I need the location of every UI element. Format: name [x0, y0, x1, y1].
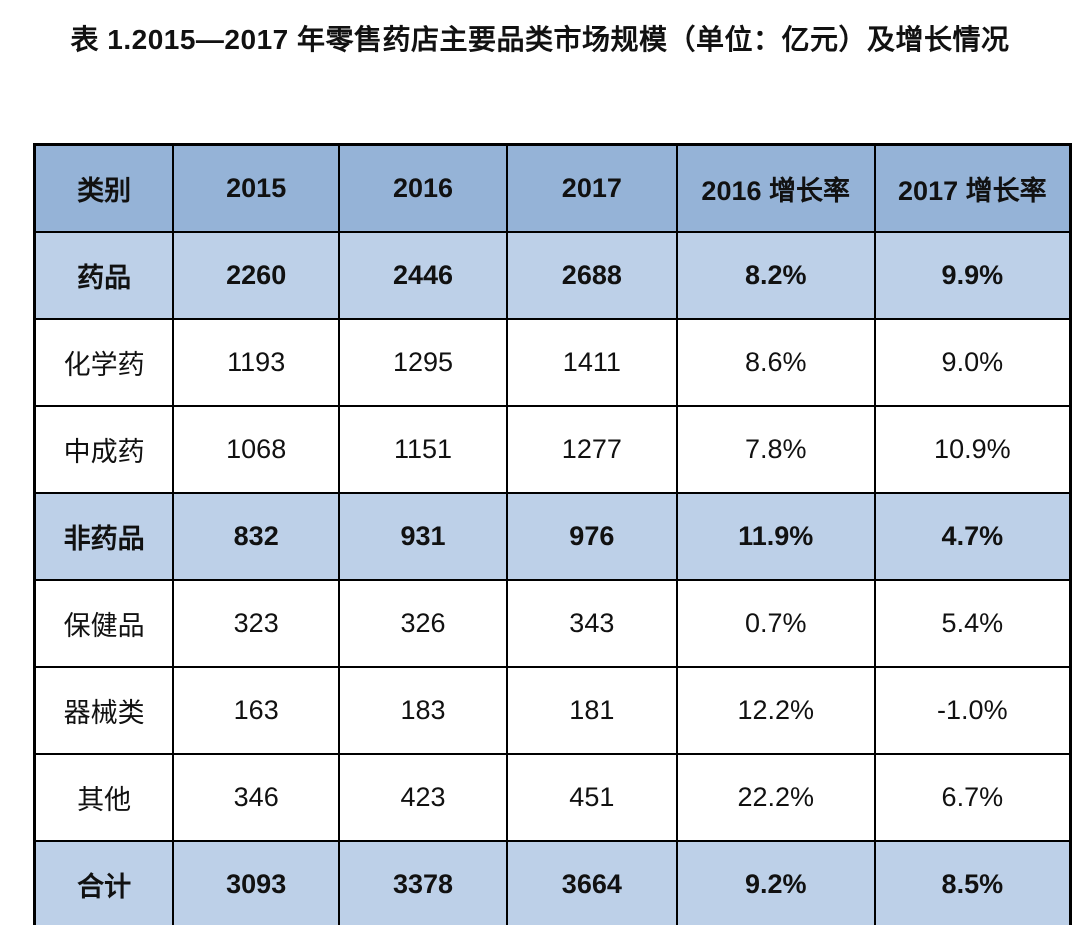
row-label: 非药品: [33, 492, 175, 581]
table-cell: 2688: [505, 231, 678, 320]
table-cell: 1277: [505, 405, 678, 494]
table-row: 器械类 163 183 181 12.2% -1.0%: [33, 666, 1072, 755]
header-cell: 类别: [33, 143, 175, 233]
table-row: 非药品 832 931 976 11.9% 4.7%: [33, 492, 1072, 581]
table-row: 化学药 1193 1295 1411 8.6% 9.0%: [33, 318, 1072, 407]
table-cell: 1193: [172, 318, 341, 407]
table-cell: 9.0%: [873, 318, 1072, 407]
table-cell: 12.2%: [675, 666, 876, 755]
data-table: 类别 2015 2016 2017 2016 增长率 2017 增长率 药品 2260 244…: [33, 143, 1072, 925]
row-label: 其他: [33, 753, 175, 842]
table-cell: 11.9%: [675, 492, 876, 581]
table-cell: 346: [172, 753, 341, 842]
table-cell: 343: [505, 579, 678, 668]
table-cell: 1068: [172, 405, 341, 494]
table-cell: 163: [172, 666, 341, 755]
table-cell: 22.2%: [675, 753, 876, 842]
table-cell: 1151: [338, 405, 508, 494]
table-cell: 7.8%: [675, 405, 876, 494]
table-cell: 8.5%: [873, 840, 1072, 925]
table-cell: 6.7%: [873, 753, 1072, 842]
table-cell: 5.4%: [873, 579, 1072, 668]
row-label: 化学药: [33, 318, 175, 407]
table-container: 类别 2015 2016 2017 2016 增长率 2017 增长率 药品 2260 244…: [33, 143, 1072, 925]
table-cell: 3093: [172, 840, 341, 925]
table-cell: -1.0%: [873, 666, 1072, 755]
table-row: 中成药 1068 1151 1277 7.8% 10.9%: [33, 405, 1072, 494]
table-row: 药品 2260 2446 2688 8.2% 9.9%: [33, 231, 1072, 320]
header-cell: 2016: [338, 143, 508, 233]
table-header: 类别 2015 2016 2017 2016 增长率 2017 增长率: [33, 143, 1072, 233]
table-cell: 10.9%: [873, 405, 1072, 494]
table-row: 合计 3093 3378 3664 9.2% 8.5%: [33, 840, 1072, 925]
table-cell: 2446: [338, 231, 508, 320]
table-cell: 1411: [505, 318, 678, 407]
table-cell: 1295: [338, 318, 508, 407]
table-cell: 3378: [338, 840, 508, 925]
table-row: 其他 346 423 451 22.2% 6.7%: [33, 753, 1072, 842]
table-cell: 2260: [172, 231, 341, 320]
table-cell: 451: [505, 753, 678, 842]
header-cell: 2016 增长率: [675, 143, 876, 233]
header-cell: 2017 增长率: [873, 143, 1072, 233]
table-cell: 8.6%: [675, 318, 876, 407]
row-label: 中成药: [33, 405, 175, 494]
header-cell: 2015: [172, 143, 341, 233]
table-cell: 8.2%: [675, 231, 876, 320]
table-cell: 0.7%: [675, 579, 876, 668]
table-cell: 9.9%: [873, 231, 1072, 320]
table-caption: 表 1.2015—2017 年零售药店主要品类市场规模（单位：亿元）及增长情况: [70, 24, 1010, 55]
row-label: 器械类: [33, 666, 175, 755]
row-label: 合计: [33, 840, 175, 925]
table-cell: 3664: [505, 840, 678, 925]
table-cell: 931: [338, 492, 508, 581]
table-row: 保健品 323 326 343 0.7% 5.4%: [33, 579, 1072, 668]
table-cell: 9.2%: [675, 840, 876, 925]
header-cell: 2017: [505, 143, 678, 233]
header-row: 类别 2015 2016 2017 2016 增长率 2017 增长率: [33, 143, 1072, 233]
table-cell: 183: [338, 666, 508, 755]
table-cell: 326: [338, 579, 508, 668]
table-cell: 181: [505, 666, 678, 755]
table-cell: 832: [172, 492, 341, 581]
table-cell: 4.7%: [873, 492, 1072, 581]
table-cell: 323: [172, 579, 341, 668]
table-cell: 423: [338, 753, 508, 842]
table-cell: 976: [505, 492, 678, 581]
row-label: 保健品: [33, 579, 175, 668]
row-label: 药品: [33, 231, 175, 320]
table-body: 药品 2260 2446 2688 8.2% 9.9% 化学药 1193 1295 1411 8.6…: [33, 231, 1072, 925]
